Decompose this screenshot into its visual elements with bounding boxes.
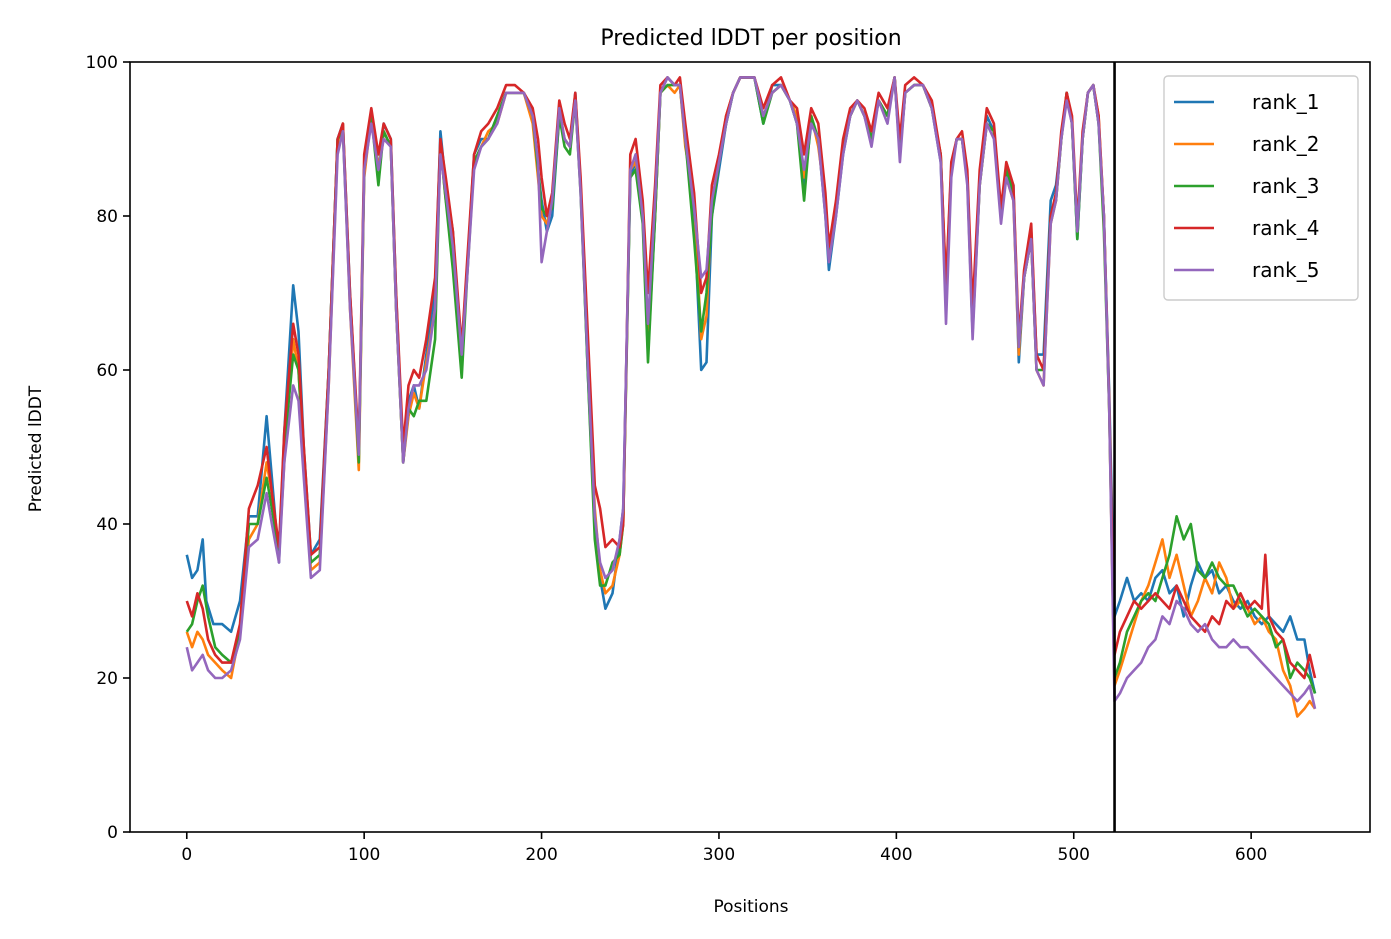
legend-box: [1163, 75, 1359, 301]
y-tick-label: 80: [96, 207, 118, 227]
x-tick-label: 200: [525, 845, 557, 865]
legend-label-rank_4: rank_4: [1252, 216, 1319, 240]
y-tick-label: 100: [86, 53, 118, 73]
y-tick-label: 40: [96, 515, 118, 535]
legend-label-rank_2: rank_2: [1252, 132, 1319, 156]
x-tick-label: 500: [1058, 845, 1090, 865]
y-tick-label: 0: [107, 823, 118, 843]
series-line-rank_5: [185, 76, 1317, 710]
plot-area: [185, 62, 1317, 832]
x-tick-label: 600: [1235, 845, 1267, 865]
x-axis-label: Positions: [713, 897, 788, 917]
y-tick-label: 60: [96, 361, 118, 381]
x-tick-label: 300: [703, 845, 735, 865]
x-tick-label: 0: [181, 845, 192, 865]
axes: 0 100 200 300 400 500 600 0 20 40 60 80 100: [86, 53, 1371, 865]
y-tick-label: 20: [96, 669, 118, 689]
legend-label-rank_1: rank_1: [1252, 90, 1319, 114]
y-axis-label: Predicted lDDT: [26, 385, 46, 512]
legend-label-rank_5: rank_5: [1252, 258, 1319, 282]
x-tick-label: 100: [348, 845, 380, 865]
legend-label-rank_3: rank_3: [1252, 174, 1319, 198]
chart-title: Predicted lDDT per position: [600, 26, 901, 51]
legend: rank_1 rank_2 rank_3 rank_4 rank_5: [1163, 75, 1359, 301]
axes-frame: [129, 61, 1371, 833]
x-tick-label: 400: [880, 845, 912, 865]
